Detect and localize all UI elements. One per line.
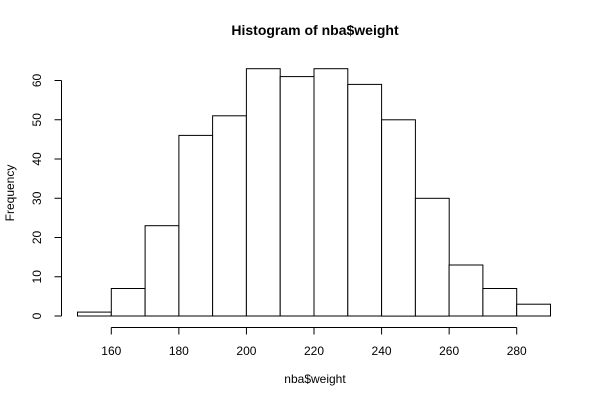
histogram-bar-180-190	[178, 134, 214, 317]
x-tick-label-240: 240	[372, 344, 392, 358]
x-tick-label-260: 260	[439, 344, 459, 358]
x-tick-label-200: 200	[236, 344, 256, 358]
histogram-bar-150-160	[77, 311, 112, 317]
histogram-bar-160-170	[110, 288, 146, 317]
y-tick-label-20: 20	[30, 231, 44, 245]
y-tick-label-30: 30	[30, 191, 44, 205]
y-tick-label-50: 50	[30, 113, 44, 127]
histogram-bar-170-180	[144, 225, 180, 317]
x-tick-label-160: 160	[101, 344, 121, 358]
histogram-bar-260-270	[448, 264, 484, 317]
y-axis-label: Frequency	[3, 165, 17, 222]
histogram-bar-270-280	[482, 288, 518, 317]
x-tick-label-180: 180	[169, 344, 189, 358]
y-tick-label-10: 10	[30, 270, 44, 284]
histogram-bar-200-210	[245, 68, 281, 317]
x-tick-label-220: 220	[304, 344, 324, 358]
x-axis-label: nba$weight	[284, 372, 346, 386]
histogram-bar-250-260	[414, 197, 450, 317]
chart-title: Histogram of nba$weight	[231, 22, 399, 38]
x-axis: 160 180 200 220 240 260 280	[101, 327, 527, 358]
histogram-bar-220-230	[313, 68, 349, 317]
x-tick-label-280: 280	[507, 344, 527, 358]
histogram-bar-280-290	[516, 303, 552, 317]
y-tick-label-0: 0	[30, 312, 44, 319]
bars-group	[77, 68, 552, 317]
histogram-bar-240-250	[381, 119, 416, 317]
histogram-bar-230-240	[347, 83, 383, 317]
y-tick-label-40: 40	[30, 152, 44, 166]
y-tick-label-60: 60	[30, 74, 44, 88]
y-axis: 0 10 20 30 40 50 60	[30, 74, 62, 319]
histogram-bar-210-220	[279, 76, 315, 317]
histogram-bar-190-200	[212, 115, 247, 317]
